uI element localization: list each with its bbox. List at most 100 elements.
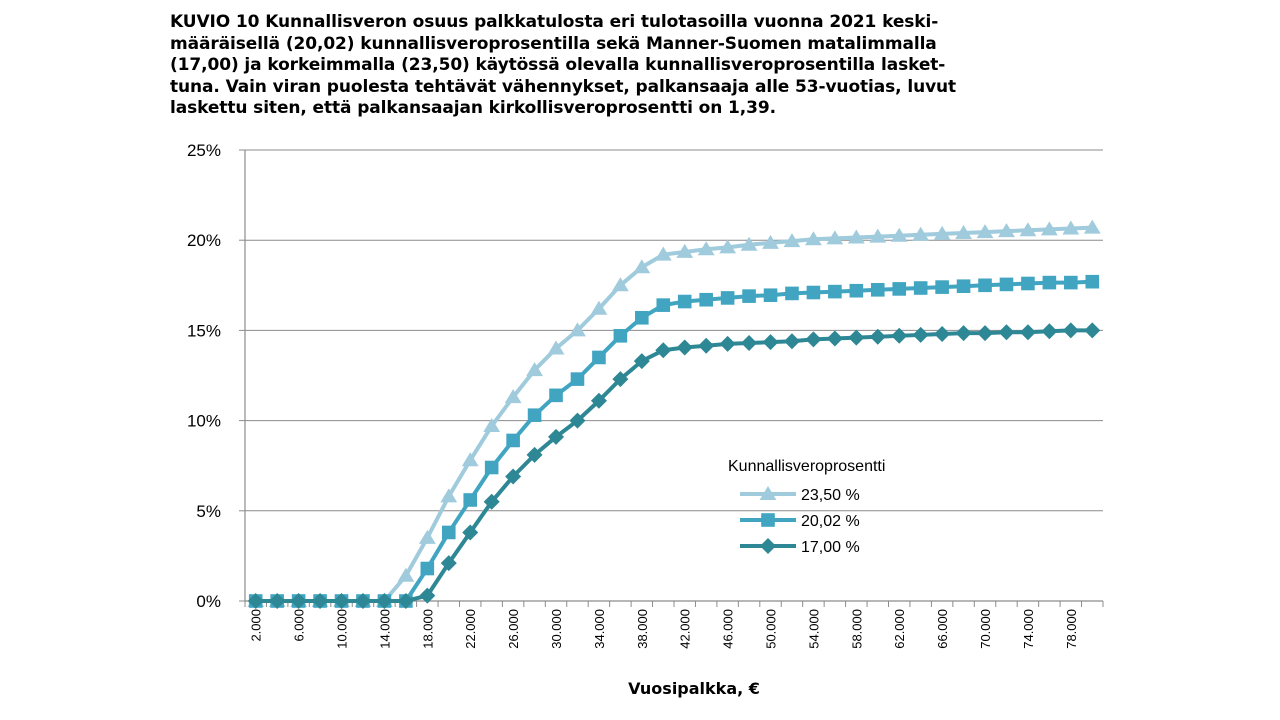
data-point <box>1062 220 1080 235</box>
data-point <box>633 259 651 274</box>
y-tick-label: 10% <box>187 412 221 431</box>
data-point <box>376 593 393 609</box>
x-tick-label: 18.000 <box>420 609 435 649</box>
data-point <box>719 239 737 254</box>
data-point <box>870 283 885 297</box>
data-point <box>719 335 736 352</box>
data-point <box>697 241 715 256</box>
data-point <box>912 326 929 343</box>
x-tick-label: 74.000 <box>1021 609 1036 649</box>
data-point <box>592 350 606 365</box>
data-point <box>1062 322 1079 339</box>
x-tick-label: 78.000 <box>1064 609 1079 649</box>
data-point <box>933 225 951 240</box>
data-point <box>613 329 628 343</box>
data-point <box>783 233 801 248</box>
data-point <box>569 412 586 429</box>
data-point <box>1083 219 1101 234</box>
data-point <box>805 331 822 348</box>
x-tick-label: 22.000 <box>463 609 478 649</box>
x-tick-label: 10.000 <box>335 609 350 649</box>
x-tick-label: 26.000 <box>506 609 521 649</box>
data-point <box>635 310 649 325</box>
data-point <box>440 488 458 503</box>
data-point <box>463 493 478 507</box>
data-point <box>1084 322 1101 339</box>
data-point <box>547 340 565 355</box>
caption-line: (17,00) ja korkeimmalla (23,50) käytössä… <box>170 55 946 75</box>
data-point <box>783 333 800 350</box>
data-point <box>1042 275 1057 290</box>
data-point <box>934 326 951 343</box>
x-tick-label: 6.000 <box>292 609 307 642</box>
caption-line: KUVIO 10 Kunnallisveron osuus palkkatulo… <box>170 12 939 32</box>
data-point <box>570 372 585 386</box>
caption-line: määräisellä (20,02) kunnallisveroprosent… <box>170 33 937 54</box>
x-tick-label: 14.000 <box>377 609 392 649</box>
data-point <box>569 322 586 337</box>
data-point <box>955 325 972 342</box>
data-point <box>976 224 994 239</box>
data-point <box>762 234 779 249</box>
x-tick-label: 38.000 <box>635 609 650 649</box>
data-point <box>935 280 949 294</box>
data-point <box>1040 221 1058 236</box>
data-point <box>549 388 563 403</box>
x-tick-label: 70.000 <box>978 609 993 649</box>
data-point <box>526 362 543 377</box>
data-point <box>290 593 307 609</box>
data-point <box>699 292 713 307</box>
y-tick-label: 20% <box>187 231 221 250</box>
data-point <box>397 593 414 609</box>
figure-caption: KUVIO 10 Kunnallisveron osuus palkkatulo… <box>170 12 1145 120</box>
data-point <box>654 246 672 261</box>
data-point <box>1064 275 1078 290</box>
data-point <box>1019 324 1036 341</box>
series-line <box>255 225 1093 603</box>
data-point <box>633 353 650 370</box>
data-point <box>848 329 865 346</box>
data-point <box>977 325 994 342</box>
data-point <box>742 289 756 303</box>
data-point <box>504 389 522 404</box>
data-point <box>655 342 672 359</box>
data-point <box>419 587 436 604</box>
data-point <box>483 418 501 433</box>
x-tick-label: 50.000 <box>764 609 779 649</box>
data-point <box>978 278 992 293</box>
data-point <box>892 282 907 296</box>
data-point <box>1085 274 1100 289</box>
data-point <box>590 392 607 409</box>
data-point <box>483 493 500 510</box>
data-point <box>720 291 735 305</box>
data-point <box>441 525 456 540</box>
data-point <box>676 339 693 356</box>
data-point <box>826 330 843 347</box>
data-point <box>656 298 671 312</box>
data-point <box>955 224 972 239</box>
y-tick-label: 25% <box>187 141 221 160</box>
data-point <box>506 433 520 448</box>
data-point <box>420 561 435 576</box>
data-point <box>312 593 329 609</box>
data-point <box>998 223 1015 238</box>
series-line <box>255 328 1093 603</box>
data-point <box>999 277 1014 292</box>
data-point <box>484 460 499 475</box>
data-point <box>849 283 864 298</box>
legend-label: 17,00 % <box>801 539 860 556</box>
data-point <box>826 230 844 245</box>
caption-line: laskettu siten, että palkansaajan kirkol… <box>170 98 776 118</box>
data-point <box>913 281 928 295</box>
data-point <box>612 371 629 388</box>
data-point <box>741 335 758 352</box>
x-tick-label: 30.000 <box>549 609 564 649</box>
data-point <box>333 593 350 609</box>
data-point <box>461 452 479 467</box>
data-point <box>247 593 264 609</box>
legend-label: 20,02 % <box>801 513 860 530</box>
data-point <box>956 279 971 294</box>
data-point <box>397 567 415 582</box>
data-point <box>590 300 608 315</box>
